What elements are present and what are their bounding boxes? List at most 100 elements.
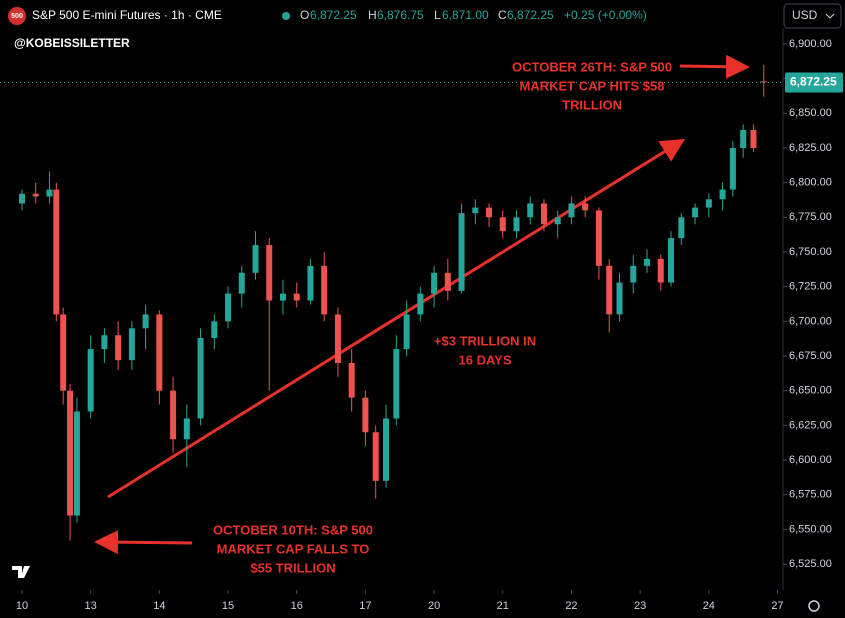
y-tick-label: 6,600.00	[789, 454, 832, 466]
open-value: 6,872.25	[310, 8, 357, 22]
currency-label: USD	[792, 8, 818, 22]
low-label: L	[434, 8, 441, 22]
y-tick-label: 6,700.00	[789, 315, 832, 327]
candle-body	[729, 147, 736, 190]
annotation: TRILLION	[562, 97, 622, 112]
candle-body	[142, 314, 149, 329]
candle-body	[53, 189, 60, 315]
y-tick-label: 6,850.00	[789, 107, 832, 119]
candle-body	[750, 129, 757, 148]
x-tick-label: 23	[634, 600, 646, 612]
candle-body	[32, 193, 39, 197]
candle-body	[431, 272, 438, 294]
candle-body	[668, 238, 675, 283]
y-tick-label: 6,550.00	[789, 523, 832, 535]
candle-body	[705, 199, 712, 208]
dropdown-caret	[825, 13, 835, 19]
x-tick-label: 22	[565, 600, 577, 612]
open-label: O	[300, 8, 309, 22]
x-tick-label: 20	[428, 600, 440, 612]
candle-body	[60, 314, 67, 391]
x-tick-label: 14	[153, 600, 165, 612]
candle-body	[657, 258, 664, 283]
candle-body	[606, 265, 613, 315]
x-tick-label: 16	[291, 600, 303, 612]
candle-body	[46, 189, 53, 197]
y-tick-label: 6,650.00	[789, 385, 832, 397]
candle-body	[417, 293, 424, 315]
candle-body	[403, 314, 410, 350]
candle-body	[393, 349, 400, 419]
y-tick-label: 6,525.00	[789, 558, 832, 570]
candle-body	[472, 207, 479, 214]
candle-body	[73, 411, 80, 516]
annotation: +$3 TRILLION IN	[434, 333, 536, 348]
candle-body	[170, 390, 177, 440]
last-price-label: 6,872.25	[790, 75, 837, 89]
annotation: MARKET CAP HITS $58	[520, 78, 665, 93]
annotation: 16 DAYS	[459, 352, 512, 367]
change-value: +0.25 (+0.00%)	[564, 8, 647, 22]
candle-body	[554, 217, 561, 225]
y-tick-label: 6,800.00	[789, 177, 832, 189]
y-tick-label: 6,900.00	[789, 38, 832, 50]
x-tick-label: 24	[703, 600, 715, 612]
y-tick-label: 6,825.00	[789, 142, 832, 154]
candle-body	[156, 314, 163, 391]
symbol-badge	[8, 7, 26, 25]
y-tick-label: 6,575.00	[789, 489, 832, 501]
candle-body	[540, 203, 547, 225]
candle-body	[101, 335, 108, 350]
symbol-title: S&P 500 E-mini Futures · 1h · CME	[32, 8, 222, 22]
candle-body	[321, 265, 328, 315]
candle-body	[67, 390, 74, 516]
close-label: C	[498, 8, 507, 22]
close-value: 6,872.25	[507, 8, 554, 22]
candle-body	[527, 203, 534, 218]
candle-body	[582, 203, 589, 211]
x-tick-label: 15	[222, 600, 234, 612]
candle-body	[348, 362, 355, 398]
candle-body	[293, 293, 300, 301]
settings-icon[interactable]	[808, 600, 820, 612]
annotation: OCTOBER 26TH: S&P 500	[512, 59, 672, 74]
candle-body	[499, 217, 506, 232]
candle-body	[18, 193, 25, 204]
annotation: MARKET CAP FALLS TO	[217, 541, 370, 556]
watermark: @KOBEISSILETTER	[14, 36, 130, 50]
candle-body	[211, 321, 218, 338]
x-tick-label: 17	[359, 600, 371, 612]
currency-select[interactable]	[783, 3, 842, 29]
annotation: OCTOBER 10TH: S&P 500	[213, 522, 373, 537]
candle-body	[372, 432, 379, 481]
high-value: 6,876.75	[377, 8, 424, 22]
y-tick-label: 6,625.00	[789, 419, 832, 431]
candle-body	[458, 213, 465, 291]
candle-body	[183, 418, 190, 440]
x-tick-label: 27	[771, 600, 783, 612]
candle-body	[513, 217, 520, 232]
candle-body	[252, 245, 259, 273]
candle-body	[630, 265, 637, 283]
y-tick-label: 6,725.00	[789, 281, 832, 293]
y-tick-label: 6,775.00	[789, 211, 832, 223]
candle-body	[692, 207, 699, 218]
top-arrow	[679, 54, 750, 79]
y-tick-label: 6,675.00	[789, 350, 832, 362]
candle-body	[362, 397, 369, 433]
candle-body	[225, 293, 232, 322]
candle-body	[307, 265, 314, 301]
x-tick-label: 10	[16, 600, 28, 612]
candle-body	[238, 272, 245, 294]
candle-body	[760, 81, 767, 83]
candle-body	[568, 203, 575, 218]
candle-body	[279, 293, 286, 301]
x-tick-label: 21	[497, 600, 509, 612]
candle-body	[486, 207, 493, 218]
last-price-box	[785, 72, 843, 93]
trend-arrow	[107, 138, 686, 499]
candle-body	[678, 217, 685, 239]
candle-body	[644, 258, 651, 266]
